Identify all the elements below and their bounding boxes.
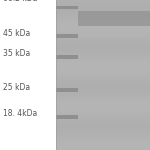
Bar — [56, 43, 150, 45]
Bar — [56, 58, 150, 60]
Bar — [56, 55, 78, 59]
Bar — [56, 118, 150, 120]
Bar — [56, 88, 78, 92]
Bar — [56, 131, 150, 133]
Bar — [56, 103, 150, 105]
Bar — [56, 75, 150, 77]
Bar — [56, 148, 150, 150]
Bar — [56, 0, 150, 150]
Bar — [56, 96, 150, 98]
Bar — [56, 8, 150, 9]
Bar — [56, 45, 150, 47]
Bar — [56, 128, 150, 129]
Bar — [56, 120, 150, 122]
Bar — [56, 21, 150, 22]
Bar — [56, 88, 150, 90]
Bar — [56, 135, 150, 137]
Bar — [56, 15, 150, 17]
Bar — [56, 22, 150, 24]
Bar — [56, 52, 150, 54]
Bar — [56, 141, 150, 142]
Bar — [56, 9, 150, 11]
Bar — [56, 137, 150, 139]
Bar — [56, 81, 150, 82]
Bar — [56, 11, 150, 13]
Text: 18. 4kDa: 18. 4kDa — [3, 110, 37, 118]
Bar — [56, 39, 150, 41]
Bar — [56, 66, 150, 68]
Bar — [56, 122, 150, 124]
Bar — [56, 82, 150, 84]
Bar — [56, 124, 150, 126]
Bar — [56, 60, 150, 62]
Bar — [56, 2, 150, 4]
Bar — [56, 56, 150, 58]
Bar — [56, 94, 150, 96]
Bar — [78, 11, 150, 26]
Bar — [56, 112, 150, 114]
Text: 25 kDa: 25 kDa — [3, 82, 30, 91]
Bar — [56, 68, 150, 69]
Bar — [56, 71, 150, 73]
Bar — [56, 99, 150, 101]
Bar — [56, 49, 150, 51]
Bar — [56, 34, 150, 36]
Bar — [56, 92, 150, 94]
Bar — [56, 90, 150, 92]
Bar — [56, 105, 150, 107]
Bar — [56, 111, 150, 112]
Bar — [56, 51, 150, 52]
Bar — [56, 109, 150, 111]
Bar — [56, 79, 150, 81]
Bar — [56, 139, 150, 141]
Bar — [56, 98, 150, 99]
Bar — [56, 54, 150, 56]
Bar — [56, 107, 150, 109]
Bar — [56, 32, 150, 34]
Bar — [56, 38, 150, 39]
Bar — [56, 0, 150, 2]
Bar — [56, 6, 78, 9]
Text: 45 kDa: 45 kDa — [3, 28, 30, 38]
Bar — [56, 64, 150, 66]
Bar — [56, 101, 150, 103]
Bar — [56, 6, 150, 8]
Bar — [56, 114, 150, 116]
Bar — [56, 69, 150, 71]
Text: 66.2 kDa: 66.2 kDa — [3, 0, 37, 3]
Bar — [56, 19, 150, 21]
Bar — [56, 142, 150, 144]
Bar — [56, 17, 150, 19]
Bar — [56, 126, 150, 127]
Bar — [56, 30, 150, 32]
Bar — [56, 34, 78, 38]
Bar — [56, 84, 150, 86]
Bar — [56, 47, 150, 49]
Bar — [56, 41, 150, 43]
Text: 35 kDa: 35 kDa — [3, 50, 30, 58]
Bar — [56, 146, 150, 148]
Bar — [56, 144, 150, 146]
Bar — [56, 24, 150, 26]
Bar — [56, 28, 150, 30]
Bar — [56, 4, 150, 6]
Bar — [56, 86, 150, 88]
Bar — [56, 129, 150, 131]
Bar — [56, 62, 150, 64]
Bar — [56, 115, 78, 119]
Bar — [56, 133, 150, 135]
Bar — [56, 116, 150, 118]
Bar — [56, 36, 150, 38]
Bar — [56, 77, 150, 79]
Bar — [56, 73, 150, 75]
Bar — [56, 26, 150, 28]
Bar — [56, 13, 150, 15]
